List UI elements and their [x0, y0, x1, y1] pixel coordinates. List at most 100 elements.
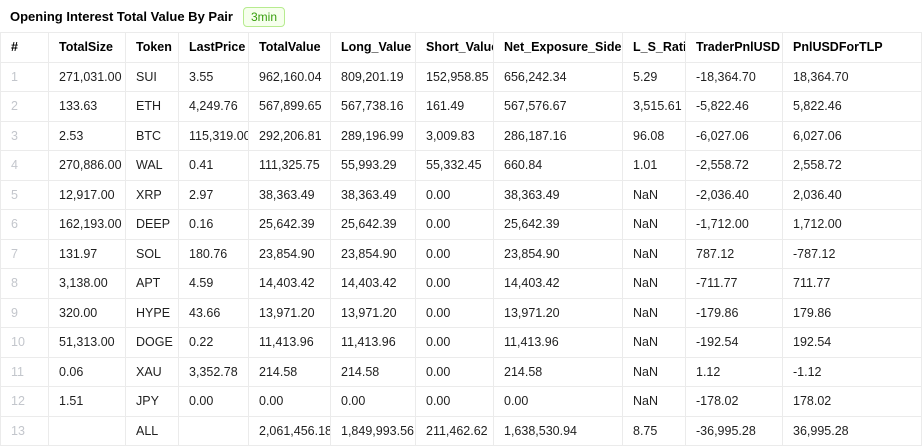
data-cell: 133.63 — [48, 91, 126, 122]
data-cell: HYPE — [125, 297, 179, 328]
data-cell: 0.06 — [48, 356, 126, 387]
data-cell: 5.29 — [622, 61, 686, 92]
data-cell: 0.00 — [415, 327, 494, 358]
data-cell: -1.12 — [782, 356, 922, 387]
data-cell: 289,196.99 — [330, 120, 416, 151]
data-cell: 11,413.96 — [330, 327, 416, 358]
table-row: 13 ALL 2,061,456.18 1,849,993.56 211,462.62 1… — [0, 415, 922, 446]
data-cell: 0.00 — [493, 386, 623, 417]
data-cell: 38,363.49 — [330, 179, 416, 210]
data-cell: NaN — [622, 297, 686, 328]
data-cell: 115,319.00 — [178, 120, 249, 151]
data-cell: -179.86 — [685, 297, 783, 328]
data-cell: 38,363.49 — [493, 179, 623, 210]
row-index-cell: 3 — [0, 120, 49, 151]
column-header: PnlUSDForTLP — [782, 32, 922, 63]
data-cell: 711.77 — [782, 268, 922, 299]
data-cell: 111,325.75 — [248, 150, 331, 181]
column-header: Short_Value — [415, 32, 494, 63]
data-cell: 0.00 — [178, 386, 249, 417]
table-row: 1 271,031.00 SUI 3.55 962,160.04 809,201.19 15… — [0, 61, 922, 92]
column-header: Token — [125, 32, 179, 63]
data-cell: 1.01 — [622, 150, 686, 181]
data-cell: 25,642.39 — [248, 209, 331, 240]
data-cell — [178, 415, 249, 446]
data-cell: 292,206.81 — [248, 120, 331, 151]
data-cell: 962,160.04 — [248, 61, 331, 92]
data-cell: 162,193.00 — [48, 209, 126, 240]
data-cell: 14,403.42 — [248, 268, 331, 299]
data-cell: -787.12 — [782, 238, 922, 269]
data-cell: 0.00 — [415, 209, 494, 240]
data-cell: -178.02 — [685, 386, 783, 417]
data-cell: 179.86 — [782, 297, 922, 328]
data-cell: NaN — [622, 179, 686, 210]
data-cell: NaN — [622, 209, 686, 240]
data-cell: 0.00 — [330, 386, 416, 417]
column-header: L_S_Ratio — [622, 32, 686, 63]
data-cell: 192.54 — [782, 327, 922, 358]
data-cell: 2.97 — [178, 179, 249, 210]
data-cell: 567,738.16 — [330, 91, 416, 122]
data-cell: 178.02 — [782, 386, 922, 417]
data-cell: 3.55 — [178, 61, 249, 92]
data-cell: 55,332.45 — [415, 150, 494, 181]
data-cell: 0.00 — [415, 268, 494, 299]
data-cell: 656,242.34 — [493, 61, 623, 92]
data-cell: 3,352.78 — [178, 356, 249, 387]
data-cell: 660.84 — [493, 150, 623, 181]
data-cell: -2,036.40 — [685, 179, 783, 210]
data-cell: 13,971.20 — [330, 297, 416, 328]
table-row: 10 51,313.00 DOGE 0.22 11,413.96 11,413.96 0.0… — [0, 327, 922, 358]
data-cell: 214.58 — [248, 356, 331, 387]
data-cell: NaN — [622, 386, 686, 417]
data-cell: 320.00 — [48, 297, 126, 328]
data-cell: APT — [125, 268, 179, 299]
row-index-cell: 1 — [0, 61, 49, 92]
data-cell: 3,009.83 — [415, 120, 494, 151]
data-cell: 55,993.29 — [330, 150, 416, 181]
data-cell: 2,036.40 — [782, 179, 922, 210]
data-cell: 23,854.90 — [493, 238, 623, 269]
data-cell: 161.49 — [415, 91, 494, 122]
column-header: Net_Exposure_Side — [493, 32, 623, 63]
column-header: TotalSize — [48, 32, 126, 63]
data-cell: 214.58 — [493, 356, 623, 387]
table-row: 4 270,886.00 WAL 0.41 111,325.75 55,993.29 55,… — [0, 150, 922, 181]
data-cell: 13,971.20 — [248, 297, 331, 328]
data-cell: 8.75 — [622, 415, 686, 446]
data-cell: 2,558.72 — [782, 150, 922, 181]
data-cell: 0.41 — [178, 150, 249, 181]
data-cell: 18,364.70 — [782, 61, 922, 92]
row-index-cell: 13 — [0, 415, 49, 446]
data-cell: ALL — [125, 415, 179, 446]
data-cell: 211,462.62 — [415, 415, 494, 446]
column-header: TraderPnlUSD — [685, 32, 783, 63]
data-cell: DEEP — [125, 209, 179, 240]
data-cell: 3,138.00 — [48, 268, 126, 299]
data-cell: 180.76 — [178, 238, 249, 269]
data-cell: -6,027.06 — [685, 120, 783, 151]
data-cell: -192.54 — [685, 327, 783, 358]
data-cell: 13,971.20 — [493, 297, 623, 328]
data-cell: 0.00 — [415, 356, 494, 387]
table-row: 3 2.53 BTC 115,319.00 292,206.81 289,196.99 3,… — [0, 120, 922, 151]
data-cell: NaN — [622, 327, 686, 358]
panel-header: Opening Interest Total Value By Pair 3mi… — [0, 0, 922, 32]
data-cell: 11,413.96 — [248, 327, 331, 358]
row-index-cell: 8 — [0, 268, 49, 299]
data-cell: ETH — [125, 91, 179, 122]
row-index-cell: 4 — [0, 150, 49, 181]
interval-badge: 3min — [242, 6, 285, 27]
column-header: # — [0, 32, 49, 63]
data-cell: 1,849,993.56 — [330, 415, 416, 446]
data-cell: 23,854.90 — [248, 238, 331, 269]
data-cell: 271,031.00 — [48, 61, 126, 92]
table-head: # TotalSize Token LastPrice TotalValue Long_V… — [0, 32, 922, 63]
data-cell: 36,995.28 — [782, 415, 922, 446]
data-cell: 1.12 — [685, 356, 783, 387]
table-row: 11 0.06 XAU 3,352.78 214.58 214.58 0.00 214.58 N… — [0, 356, 922, 387]
table-row: 8 3,138.00 APT 4.59 14,403.42 14,403.42 0.00 14… — [0, 268, 922, 299]
data-cell: -18,364.70 — [685, 61, 783, 92]
